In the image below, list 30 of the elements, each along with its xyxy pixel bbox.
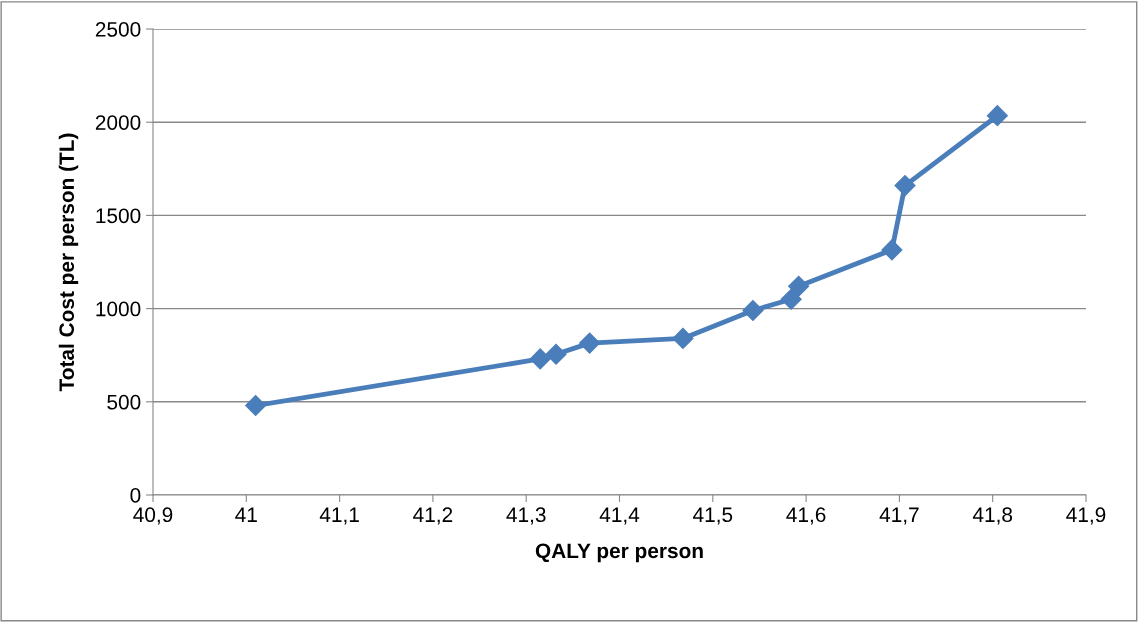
x-tick-label: 41,3 bbox=[506, 507, 546, 525]
point bbox=[780, 288, 802, 310]
y-axis-title: Total Cost per person (TL) bbox=[58, 133, 79, 392]
y-tick-label: 1000 bbox=[96, 301, 141, 317]
x-tick-label: 41,2 bbox=[413, 507, 453, 525]
x-tick-label: 41 bbox=[235, 507, 257, 522]
point bbox=[672, 327, 694, 349]
y-tick-label: 500 bbox=[107, 394, 141, 410]
y-tick-label: 0 bbox=[130, 488, 141, 503]
point bbox=[579, 332, 601, 354]
x-tick-label: 41,4 bbox=[599, 507, 640, 525]
point bbox=[545, 343, 567, 365]
x-tick-label: 41,1 bbox=[319, 507, 359, 525]
point bbox=[788, 275, 810, 297]
y-tick-label: 1500 bbox=[96, 208, 141, 224]
point bbox=[986, 105, 1008, 127]
y-tick-label: 2000 bbox=[95, 115, 141, 130]
point bbox=[881, 239, 903, 261]
x-tick-label: 41,8 bbox=[972, 507, 1013, 525]
point bbox=[245, 395, 267, 417]
x-tick-label: 41,5 bbox=[693, 507, 733, 525]
point bbox=[894, 175, 916, 197]
x-axis-title: QALY per person bbox=[535, 543, 703, 563]
point bbox=[742, 299, 764, 321]
x-tick-label: 40,9 bbox=[133, 507, 173, 525]
x-tick-label: 41,7 bbox=[879, 507, 919, 525]
x-tick-label: 41,6 bbox=[786, 507, 826, 525]
x-tick-label: 41,9 bbox=[1066, 507, 1106, 525]
y-tick-label: 2500 bbox=[95, 22, 141, 37]
point bbox=[529, 348, 551, 370]
